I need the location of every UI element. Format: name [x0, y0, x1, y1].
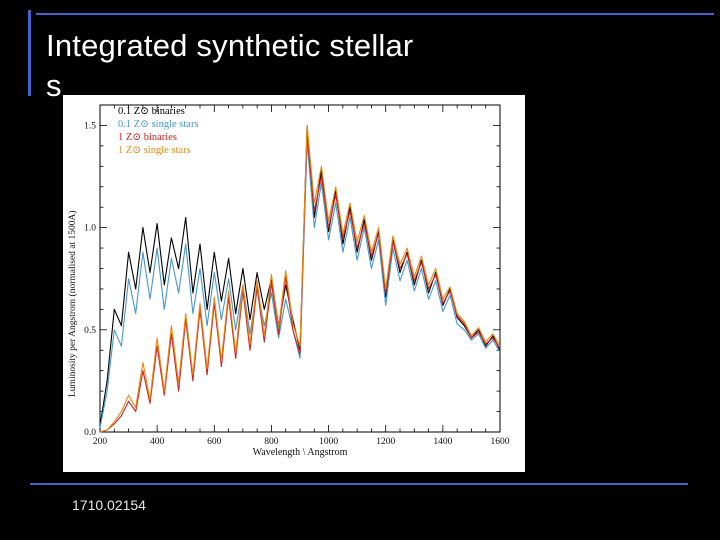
- x-tick-label: 1000: [319, 437, 338, 447]
- slide-title: Integrated synthetic stellar s: [46, 26, 413, 106]
- title-line-2: s: [46, 68, 62, 103]
- series-line: [99, 141, 501, 429]
- chart-legend: 0.1 Z⊙ binaries 0.1 Z⊙ single stars 1 Z⊙…: [118, 105, 199, 157]
- legend-item-1z-binaries: 1 Z⊙ binaries: [118, 132, 177, 143]
- series-line: [99, 133, 501, 433]
- y-axis-label: Luminosity per Angstrom (normalised at 1…: [68, 210, 78, 397]
- x-axis-label: Wavelength \ Angstrom: [252, 447, 348, 458]
- x-tick-label: 1600: [491, 437, 510, 447]
- title-line-1: Integrated synthetic stellar: [46, 28, 414, 63]
- y-tick-label: 0.5: [84, 326, 96, 336]
- y-tick-label: 0.0: [84, 428, 96, 438]
- x-tick-label: 800: [264, 437, 279, 447]
- spectra-plot: 200 400 600 800 1000 1200 1400 1600 0.0 0.5 1.0 1.5: [84, 104, 510, 447]
- legend-item-01z-single-stars: 0.1 Z⊙ single stars: [118, 119, 199, 130]
- x-tick-label: 600: [207, 437, 222, 447]
- legend-item-01z-binaries: 0.1 Z⊙ binaries: [118, 106, 185, 117]
- legend-item-1z-single-stars: 1 Z⊙ single stars: [118, 145, 191, 156]
- left-accent-line: [28, 10, 31, 96]
- series-line: [99, 124, 501, 433]
- y-tick-label: 1.5: [84, 121, 96, 131]
- x-tick-label: 1400: [433, 437, 452, 447]
- y-tick-label: 1.0: [84, 224, 96, 234]
- top-accent-line: [36, 13, 714, 15]
- arxiv-footer: 1710.02154: [72, 497, 146, 513]
- bottom-accent-line: [30, 483, 688, 485]
- spectra-chart-image: 200 400 600 800 1000 1200 1400 1600 0.0 0.5 1.0 1.5…: [63, 95, 525, 472]
- x-tick-label: 1200: [376, 437, 395, 447]
- x-tick-label: 200: [93, 437, 108, 447]
- x-tick-label: 400: [150, 437, 165, 447]
